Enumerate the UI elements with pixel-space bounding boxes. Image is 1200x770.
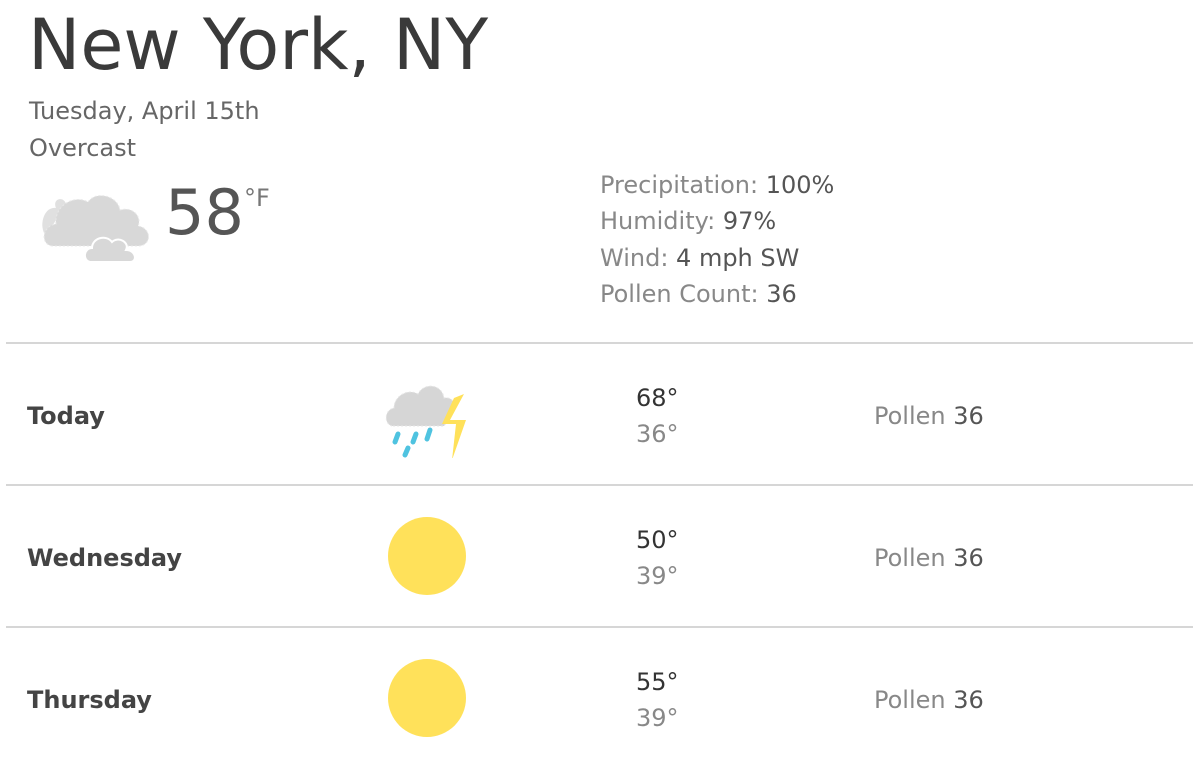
forecast-row-thursday[interactable]: Thursday 55° 39° Pollen 36 bbox=[0, 628, 1200, 770]
condition-label: Overcast bbox=[29, 134, 137, 162]
detail-wind: Wind: 4 mph SW bbox=[600, 244, 800, 272]
forecast-row-today[interactable]: Today 68° 36° Pollen 36 bbox=[0, 344, 1200, 486]
day-label: Thursday bbox=[27, 686, 152, 714]
low-temperature: 39° bbox=[636, 562, 679, 590]
detail-precipitation: Precipitation: 100% bbox=[600, 171, 835, 199]
pollen-value: Pollen 36 bbox=[874, 544, 984, 572]
high-temperature: 68° bbox=[636, 384, 679, 412]
forecast-row-wednesday[interactable]: Wednesday 50° 39° Pollen 36 bbox=[0, 486, 1200, 628]
divider bbox=[6, 626, 1193, 628]
detail-pollen-count: Pollen Count: 36 bbox=[600, 280, 797, 308]
day-label: Wednesday bbox=[27, 544, 183, 572]
current-temperature: 58 bbox=[165, 176, 244, 249]
detail-humidity: Humidity: 97% bbox=[600, 207, 777, 235]
cloudy-icon bbox=[34, 186, 154, 270]
temperature-unit: °F bbox=[244, 184, 270, 212]
divider bbox=[6, 342, 1193, 344]
high-temperature: 55° bbox=[636, 668, 679, 696]
low-temperature: 39° bbox=[636, 704, 679, 732]
sun-icon bbox=[384, 658, 474, 742]
sun-icon bbox=[384, 516, 474, 600]
day-label: Today bbox=[27, 402, 105, 430]
pollen-value: Pollen 36 bbox=[874, 686, 984, 714]
thunderstorm-icon bbox=[384, 374, 474, 460]
divider bbox=[6, 484, 1193, 486]
high-temperature: 50° bbox=[636, 526, 679, 554]
low-temperature: 36° bbox=[636, 420, 679, 448]
date-label: Tuesday, April 15th bbox=[29, 97, 260, 125]
pollen-value: Pollen 36 bbox=[874, 402, 984, 430]
city-title: New York, NY bbox=[28, 4, 489, 86]
